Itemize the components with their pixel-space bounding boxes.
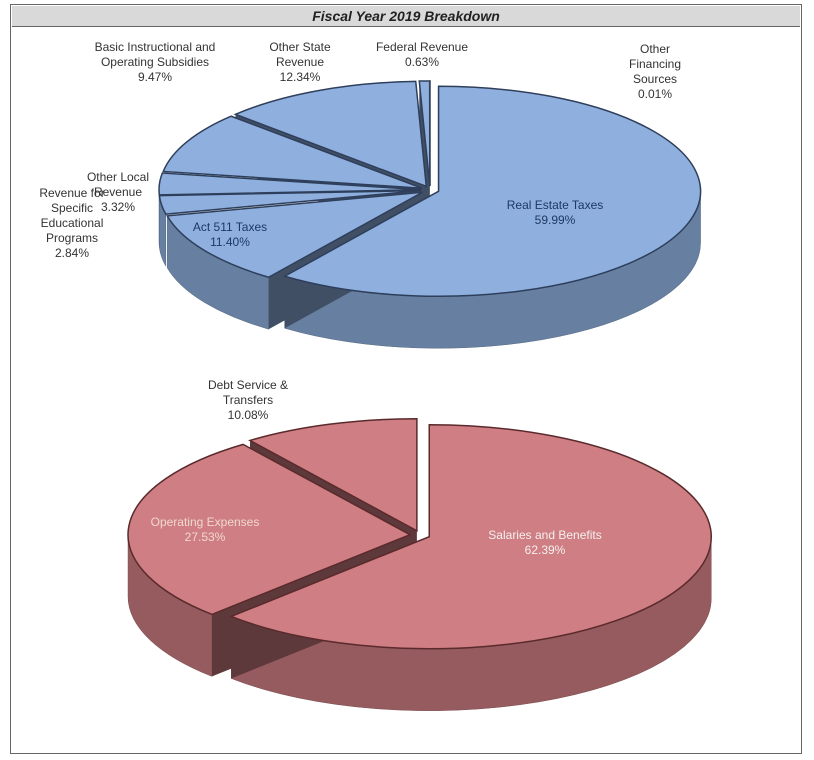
value-label: 0.63% [404, 55, 440, 69]
value-label: 9.47% [137, 70, 173, 84]
value-label: 10.08% [227, 408, 269, 422]
value-label: 2.84% [54, 246, 90, 260]
slice-label: Basic Instructional and Operating Subsid… [70, 40, 240, 85]
value-label: 59.99% [534, 213, 576, 227]
slice [158, 172, 422, 196]
slice [282, 85, 702, 297]
category-label: Other Financing Sources [628, 42, 682, 86]
category-label: Federal Revenue [375, 40, 469, 54]
slice-label: Other Local Revenue 3.32% [78, 170, 158, 215]
value-label: 3.32% [100, 200, 136, 214]
category-label: Other State Revenue [269, 40, 331, 69]
chart-frame [10, 4, 802, 754]
slice [248, 417, 418, 532]
slice [229, 423, 712, 650]
slice [127, 443, 412, 616]
value-label: 11.40% [210, 235, 250, 249]
value-label: 0.01% [637, 87, 673, 101]
category-label: Basic Instructional and Operating Subsid… [94, 40, 216, 69]
slice-label: Revenue for Specific Educational Program… [25, 186, 120, 261]
category-label: Debt Service & Transfers [207, 378, 289, 407]
category-label: Act 511 Taxes [192, 220, 268, 234]
slice [165, 191, 423, 279]
slice-label: Federal Revenue 0.63% [367, 40, 477, 70]
slice-label: Real Estate Taxes 59.99% [495, 198, 615, 228]
slice-label: Salaries and Benefits 62.39% [470, 528, 620, 558]
slice-label: Debt Service & Transfers 10.08% [188, 378, 308, 423]
category-label: Other Local Revenue [86, 170, 150, 199]
value-label: 12.34% [279, 70, 321, 84]
slice-label: Other State Revenue 12.34% [245, 40, 355, 85]
slice [158, 189, 422, 215]
category-label: Salaries and Benefits [488, 528, 602, 542]
slice [162, 115, 423, 189]
chart-title: Fiscal Year 2019 Breakdown [12, 6, 800, 27]
category-label: Revenue for Specific Educational Program… [39, 186, 105, 245]
slice-label: Operating Expenses 27.53% [140, 515, 270, 545]
value-label: 62.39% [524, 543, 566, 557]
value-label: 27.53% [184, 530, 226, 544]
slice-label: Act 511 Taxes 11.40% [175, 220, 285, 250]
category-label: Real Estate Taxes [506, 198, 604, 212]
slice-label: Other Financing Sources 0.01% [615, 42, 695, 102]
category-label: Operating Expenses [150, 515, 260, 529]
slice [233, 80, 428, 188]
